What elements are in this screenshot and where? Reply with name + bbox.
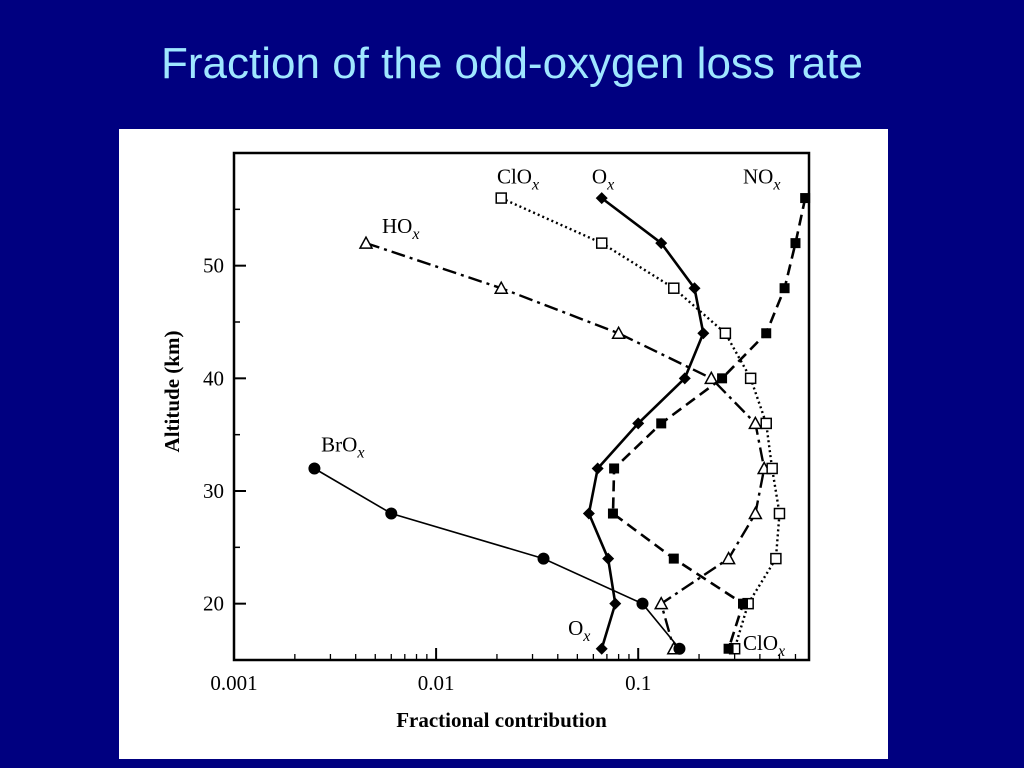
- data-point: [673, 642, 686, 655]
- data-point: [595, 237, 608, 249]
- data-point: [611, 325, 626, 340]
- data-point: [636, 597, 649, 610]
- annotation-subscript: x: [772, 176, 780, 193]
- series-line: [587, 197, 705, 650]
- data-point: [688, 282, 701, 295]
- annotation-subscript: x: [582, 628, 590, 645]
- series-hox: [358, 235, 772, 655]
- data-point: [582, 507, 595, 520]
- series-brox: [308, 462, 686, 655]
- annotation-base: ClO: [743, 631, 778, 655]
- data-point: [668, 282, 680, 294]
- annotation-subscript: x: [606, 176, 614, 193]
- series-ox: [582, 192, 710, 655]
- data-point: [655, 237, 668, 250]
- series-annotation: ClOx: [743, 631, 785, 660]
- annotation-base: ClO: [497, 164, 532, 188]
- data-point: [632, 417, 645, 430]
- x-axis-label: Fractional contribution: [396, 708, 607, 732]
- axes: 20 30 40 50 0.001 0.01 0.1 Fractional contribut…: [160, 151, 811, 732]
- data-point: [493, 280, 509, 294]
- series-nox: [607, 193, 811, 654]
- y-axis-label: Altitude (km): [160, 331, 184, 453]
- data-point: [697, 327, 710, 340]
- x-tick-label: 0.001: [210, 671, 257, 695]
- x-tick-label: 0.1: [625, 671, 651, 695]
- annotation-base: NO: [743, 164, 773, 188]
- data-point: [678, 372, 691, 385]
- annotation-subscript: x: [531, 176, 539, 193]
- series-annotation: BrOx: [321, 433, 364, 462]
- data-point: [790, 238, 801, 249]
- data-point: [656, 418, 667, 429]
- data-point: [723, 643, 734, 654]
- figure-panel: 20 30 40 50 0.001 0.01 0.1 Fractional contribut…: [119, 129, 888, 759]
- data-point: [308, 462, 321, 475]
- data-point: [766, 462, 778, 475]
- series-line: [500, 197, 781, 650]
- data-point: [609, 463, 620, 474]
- data-point: [773, 507, 786, 520]
- series-line: [313, 467, 681, 650]
- y-tick-label: 40: [203, 366, 224, 390]
- x-tick-label: 0.01: [418, 671, 455, 695]
- series-annotation: ClOx: [497, 164, 539, 193]
- series-group: [308, 192, 811, 655]
- data-point: [595, 642, 608, 655]
- annotation-base: O: [592, 164, 607, 188]
- data-point: [607, 508, 618, 519]
- plot-frame: [232, 151, 811, 662]
- data-point: [385, 507, 398, 520]
- data-point: [602, 552, 615, 565]
- series-annotation: NOx: [743, 164, 780, 193]
- y-tick-label: 30: [203, 479, 224, 503]
- data-point: [748, 505, 763, 520]
- data-point: [653, 596, 669, 610]
- series-clox: [495, 192, 786, 655]
- data-point: [495, 192, 507, 204]
- data-point: [761, 328, 772, 339]
- data-point: [800, 193, 811, 204]
- series-line: [365, 241, 766, 650]
- data-point: [779, 283, 790, 294]
- data-point: [591, 462, 604, 475]
- data-point: [748, 415, 763, 430]
- data-point: [721, 551, 736, 565]
- series-annotation: Ox: [592, 164, 614, 193]
- altitude-profile-chart: 20 30 40 50 0.001 0.01 0.1 Fractional contribut…: [160, 151, 811, 732]
- slide-title: Fraction of the odd-oxygen loss rate: [161, 39, 863, 88]
- annotation-base: HO: [382, 214, 412, 238]
- data-point: [717, 373, 728, 384]
- data-point: [770, 552, 782, 565]
- annotation-subscript: x: [777, 643, 785, 660]
- annotation-base: BrO: [321, 433, 357, 457]
- annotation-subscript: x: [411, 226, 419, 243]
- y-tick-label: 50: [203, 254, 224, 278]
- data-point: [668, 553, 679, 564]
- data-point: [704, 370, 719, 385]
- data-point: [719, 327, 732, 340]
- data-point: [358, 235, 374, 249]
- data-point: [760, 417, 772, 430]
- series-annotation: HOx: [382, 214, 419, 243]
- data-point: [744, 372, 757, 385]
- data-point: [609, 597, 622, 610]
- data-point: [737, 598, 748, 609]
- y-tick-label: 20: [203, 592, 224, 616]
- annotation-subscript: x: [356, 445, 364, 462]
- data-point: [537, 552, 550, 565]
- data-point: [595, 192, 608, 205]
- annotation-base: O: [568, 616, 583, 640]
- series-annotation: Ox: [568, 616, 590, 645]
